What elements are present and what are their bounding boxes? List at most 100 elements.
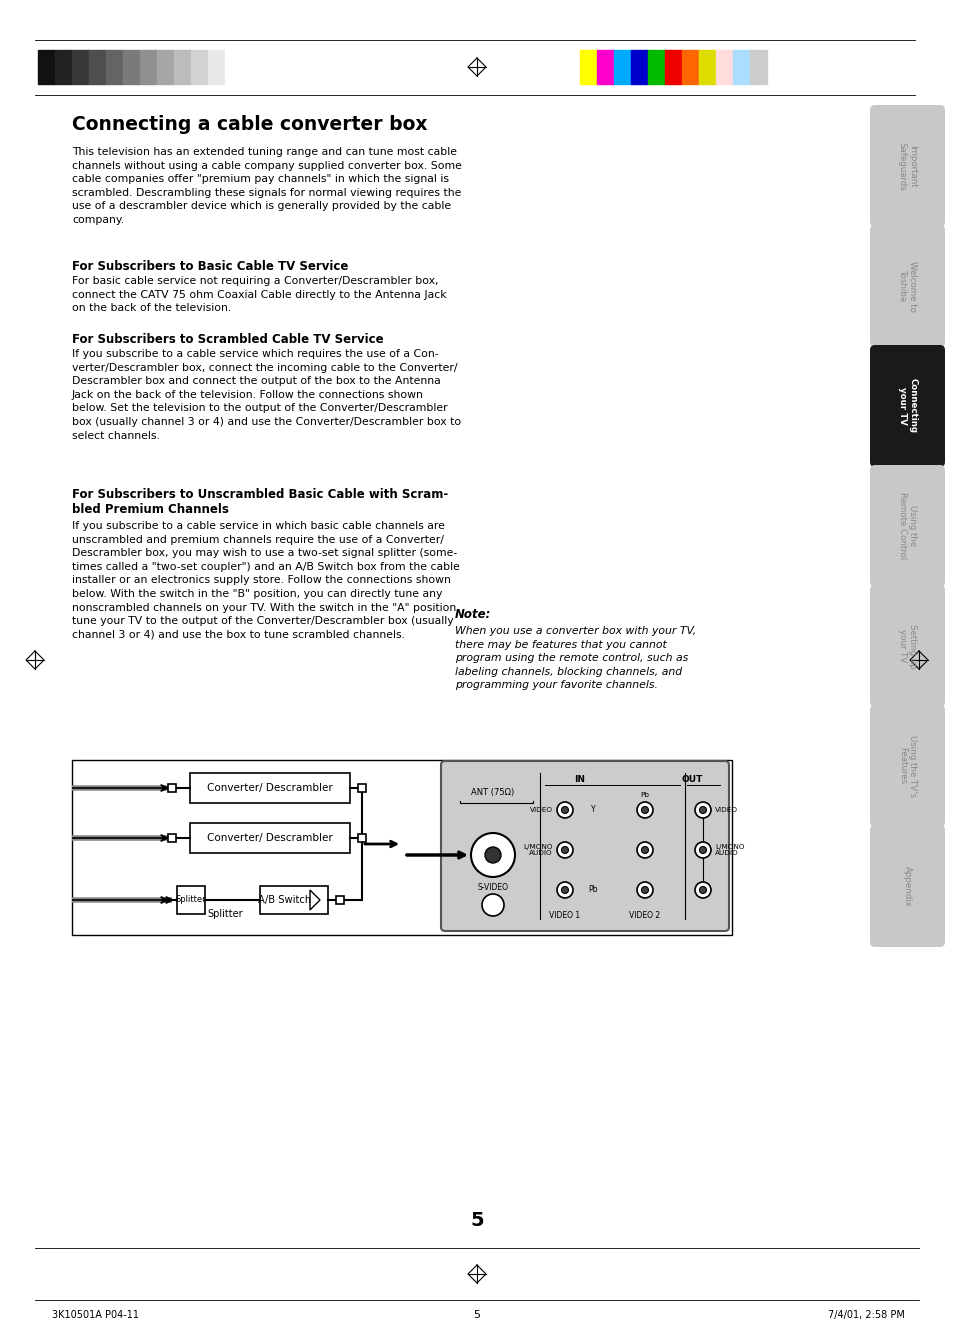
Circle shape: [561, 846, 568, 854]
Bar: [597, 51, 614, 84]
Text: VIDEO 2: VIDEO 2: [629, 911, 659, 919]
Text: L/MONO
AUDIO: L/MONO AUDIO: [714, 843, 743, 857]
Text: 5: 5: [473, 1310, 480, 1319]
Bar: [664, 51, 681, 84]
Bar: [335, 896, 344, 904]
Text: OUT: OUT: [680, 774, 702, 783]
Bar: [173, 51, 191, 84]
Text: L/MONO
AUDIO: L/MONO AUDIO: [523, 843, 553, 857]
Text: If you subscribe to a cable service which requires the use of a Con-
verter/Desc: If you subscribe to a cable service whic…: [71, 348, 460, 440]
Polygon shape: [310, 890, 319, 910]
Text: Splitter: Splitter: [175, 895, 206, 904]
Circle shape: [561, 806, 568, 814]
Circle shape: [637, 842, 652, 858]
Circle shape: [699, 806, 706, 814]
Text: ANT (75Ω): ANT (75Ω): [471, 789, 514, 798]
Text: Note:: Note:: [455, 608, 491, 621]
Text: VIDEO: VIDEO: [714, 807, 738, 813]
Bar: [168, 834, 175, 842]
Text: For Subscribers to Basic Cable TV Service: For Subscribers to Basic Cable TV Servic…: [71, 259, 348, 273]
Bar: [191, 51, 208, 84]
Text: Using the TV's
Features: Using the TV's Features: [897, 735, 916, 797]
Text: For Subscribers to Unscrambled Basic Cable with Scram-
bled Premium Channels: For Subscribers to Unscrambled Basic Cab…: [71, 488, 448, 516]
Text: This television has an extended tuning range and can tune most cable
channels wi: This television has an extended tuning r…: [71, 148, 461, 225]
Text: A/B Switch: A/B Switch: [258, 895, 312, 904]
FancyBboxPatch shape: [869, 344, 944, 467]
Circle shape: [640, 846, 648, 854]
FancyBboxPatch shape: [869, 105, 944, 227]
Bar: [579, 51, 597, 84]
Bar: [71, 51, 89, 84]
Bar: [123, 51, 140, 84]
Circle shape: [557, 802, 573, 818]
Text: 5: 5: [470, 1210, 483, 1229]
Bar: [55, 51, 71, 84]
Text: Connecting a cable converter box: Connecting a cable converter box: [71, 114, 427, 134]
Text: Converter/ Descrambler: Converter/ Descrambler: [207, 833, 333, 843]
Bar: [681, 51, 699, 84]
Bar: [208, 51, 225, 84]
FancyBboxPatch shape: [869, 585, 944, 708]
Bar: [89, 51, 106, 84]
Circle shape: [557, 842, 573, 858]
Circle shape: [695, 882, 710, 898]
Text: Setting up
your TV: Setting up your TV: [897, 624, 916, 669]
Text: 7/4/01, 2:58 PM: 7/4/01, 2:58 PM: [827, 1310, 904, 1319]
Circle shape: [695, 802, 710, 818]
Text: S-VIDEO: S-VIDEO: [477, 883, 508, 892]
Circle shape: [637, 882, 652, 898]
Circle shape: [561, 887, 568, 894]
Bar: [357, 834, 366, 842]
Circle shape: [484, 847, 500, 863]
Circle shape: [640, 887, 648, 894]
FancyBboxPatch shape: [440, 761, 728, 931]
Bar: [168, 783, 175, 791]
Circle shape: [695, 842, 710, 858]
Bar: [716, 51, 732, 84]
Bar: [357, 783, 366, 791]
Text: Connecting
your TV: Connecting your TV: [897, 379, 916, 434]
Text: Y: Y: [590, 806, 595, 814]
Text: If you subscribe to a cable service in which basic cable channels are
unscramble: If you subscribe to a cable service in w…: [71, 521, 459, 640]
Text: For Subscribers to Scrambled Cable TV Service: For Subscribers to Scrambled Cable TV Se…: [71, 332, 383, 346]
Text: Converter/ Descrambler: Converter/ Descrambler: [207, 783, 333, 793]
Bar: [157, 51, 173, 84]
Text: Welcome to
Toshiba: Welcome to Toshiba: [897, 261, 916, 311]
Bar: [614, 51, 630, 84]
FancyBboxPatch shape: [869, 705, 944, 827]
Circle shape: [481, 894, 503, 916]
Circle shape: [699, 846, 706, 854]
Bar: [749, 51, 766, 84]
Circle shape: [699, 887, 706, 894]
Text: Pb: Pb: [639, 791, 649, 798]
Text: VIDEO: VIDEO: [530, 807, 553, 813]
Text: Pb: Pb: [588, 886, 598, 895]
Text: IN: IN: [574, 774, 585, 783]
Bar: [630, 51, 647, 84]
FancyBboxPatch shape: [869, 465, 944, 587]
Text: For basic cable service not requiring a Converter/Descrambler box,
connect the C: For basic cable service not requiring a …: [71, 277, 446, 313]
FancyBboxPatch shape: [869, 225, 944, 347]
Bar: [106, 51, 123, 84]
Circle shape: [471, 833, 515, 876]
Text: VIDEO 1: VIDEO 1: [549, 911, 580, 919]
Circle shape: [637, 802, 652, 818]
Circle shape: [557, 882, 573, 898]
FancyBboxPatch shape: [869, 825, 944, 947]
Text: Splitter: Splitter: [207, 908, 242, 919]
Bar: [140, 51, 157, 84]
Bar: [225, 51, 242, 84]
FancyBboxPatch shape: [177, 886, 205, 914]
Bar: [38, 51, 55, 84]
Bar: [190, 823, 350, 853]
Text: Important
Safeguards: Important Safeguards: [897, 141, 916, 190]
Bar: [647, 51, 664, 84]
Bar: [260, 886, 328, 914]
Circle shape: [640, 806, 648, 814]
Text: 3K10501A P04-11: 3K10501A P04-11: [52, 1310, 139, 1319]
Bar: [71, 759, 731, 935]
Text: Appendix: Appendix: [902, 866, 911, 906]
Text: Using the
Remote Control: Using the Remote Control: [897, 492, 916, 560]
Bar: [699, 51, 716, 84]
Text: When you use a converter box with your TV,
there may be features that you cannot: When you use a converter box with your T…: [455, 626, 696, 690]
